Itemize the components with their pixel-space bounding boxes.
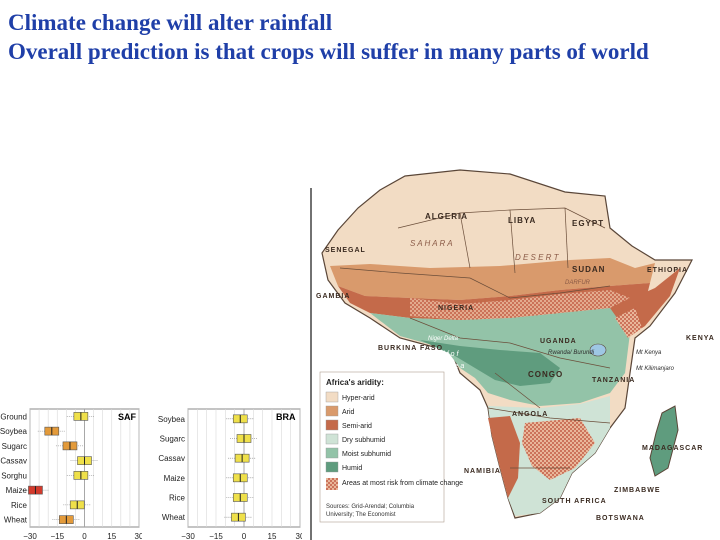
saf-tick-label: 30 [135,532,142,540]
label-ethiopia: ETHIOPIA [647,267,688,274]
africa-aridity-map: ALGERIA LIBYA EGYPT SENEGAL SUDAN ETHIOP… [310,168,720,540]
label-darfur: DARFUR [565,280,591,286]
legend-item-label: Humid [342,465,362,472]
label-desert: D E S E R T [515,253,560,262]
bra-tick-label: 0 [242,532,247,540]
legend-risk-text: Areas at most risk from climate change [342,480,463,487]
bra-tick-label: −30 [181,532,195,540]
legend-box [319,371,445,523]
label-namibia: NAMIBIA [464,468,501,475]
legend-source-2: University; The Economist [326,512,396,518]
saf-category-label: Sorghu [1,471,27,480]
legend-item-label: Hyper-arid [342,395,375,402]
label-gambia: GAMBIA [316,293,350,300]
bra-category-label: Soybea [158,415,186,424]
label-algeria: ALGERIA [425,212,468,221]
legend-item-label: Semi-arid [342,423,372,430]
legend-swatch [325,419,339,431]
east-risk-area [615,308,642,338]
label-niger-delta: Niger Delta [428,336,459,342]
legend-swatch [325,391,339,403]
label-mt-kenya: Mt Kenya [636,350,662,356]
saf-category-label: Sugarc [2,442,27,451]
legend-swatch [325,405,339,417]
saf-category-label: Maize [6,486,28,495]
legend-source-1: Sources: Grid-Arendal; Columbia [326,504,415,510]
label-nigeria: NIGERIA [438,305,474,312]
label-kenya: KENYA [686,335,715,342]
namibia-semi-arid [488,416,520,498]
label-senegal: SENEGAL [325,247,366,254]
saf-tick-label: 15 [107,532,116,540]
bra-tick-label: 30 [296,532,302,540]
saf-tick-label: 0 [82,532,87,540]
saf-category-label: Ground [0,412,27,421]
title-line-1: Climate change will alter rainfall [8,10,333,35]
saf-category-label: Soybea [0,427,28,436]
saf-tick-label: −30 [23,532,37,540]
legend-item-label: Dry subhumid [342,437,385,444]
madagascar-island [649,405,679,477]
humid-zone [420,340,560,386]
bra-category-label: Rice [169,494,186,503]
legend-swatch [325,433,339,445]
label-libya: LIBYA [508,216,536,225]
slide-title: Climate change will alter rainfall Overa… [8,8,718,66]
country-borders [339,207,611,469]
saf-tick-label: −15 [50,532,64,540]
map-legend: Africa's aridity: Hyper-arid Arid Semi-ari… [319,371,463,523]
label-botswana: BOTSWANA [596,515,645,522]
bra-tick-label: −15 [209,532,223,540]
sahel-risk-area [410,290,630,320]
label-uganda: UGANDA [540,338,577,345]
legend-item-label: Arid [342,409,355,416]
label-south-africa: SOUTH AFRICA [542,498,607,505]
label-burkina-faso: BURKINA FASO [378,345,443,352]
bra-tick-label: 15 [268,532,277,540]
label-mt-kilimanjaro: Mt Kilimanjaro [636,366,675,372]
saf-category-label: Rice [11,501,28,510]
saf-chart-title: SAF [118,412,137,422]
legend-title: Africa's aridity: [326,378,384,387]
legend-swatch [325,447,339,459]
southern-risk-area [522,418,595,480]
arid-band-sahel [330,258,655,300]
label-guinea: G u i n e a [432,363,464,370]
saf-category-label: Wheat [4,516,28,525]
legend-swatch [325,461,339,473]
legend-risk-label: Areas at most risk from climate change [342,480,463,487]
saf-crop-chart: SAF Ground Soybea Sugarc Cassav Sorghu Maize R… [0,408,142,540]
label-zimbabwe: ZIMBABWE [614,487,661,494]
label-congo: CONGO [528,370,563,379]
label-sahara: S A H A R A [410,239,453,248]
lake-victoria [589,343,607,357]
saf-category-label: Cassav [0,457,27,466]
label-angola: ANGOLA [512,411,548,418]
bra-chart-title: BRA [276,412,296,422]
legend-risk-swatch [326,478,338,490]
label-madagascar: MADAGASCAR [642,445,703,452]
bra-category-label: Cassav [158,454,185,463]
legend-item-label: Moist subhumid [342,451,391,458]
title-line-2: Overall prediction is that crops will su… [8,39,649,64]
label-egypt: EGYPT [572,219,604,228]
bra-category-label: Maize [164,474,186,483]
bra-category-label: Sugarc [160,435,185,444]
label-rwanda-burundi: Rwanda/ Burundi [548,350,595,356]
label-sudan: SUDAN [572,265,605,274]
label-gulf-of: G u l f o f [430,351,459,358]
label-tanzania: TANZANIA [592,377,635,384]
bra-category-label: Wheat [162,513,186,522]
bra-crop-chart: BRA Soybea Sugarc Cassav Maize Rice Wheat −30… [158,408,302,540]
